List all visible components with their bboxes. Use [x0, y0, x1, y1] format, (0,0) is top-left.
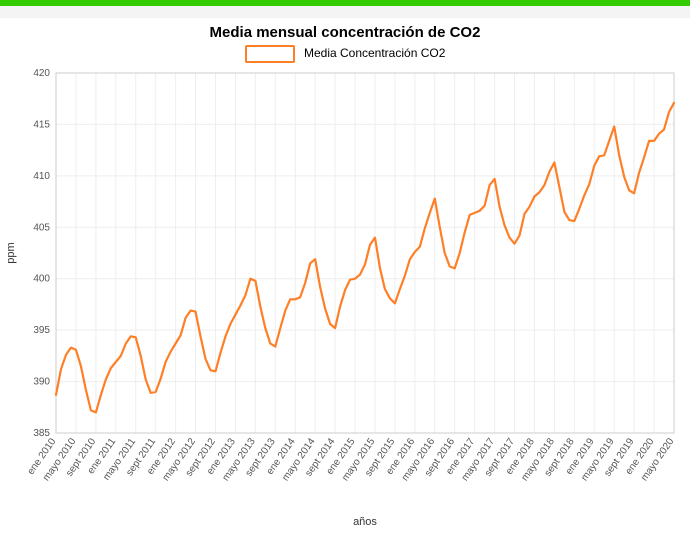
gray-strip	[0, 6, 690, 18]
svg-text:410: 410	[33, 171, 50, 182]
svg-text:400: 400	[33, 274, 50, 285]
legend-label: Media Concentración CO2	[304, 46, 445, 60]
chart-title: Media mensual concentración de CO2	[0, 24, 690, 41]
legend-swatch	[245, 45, 295, 63]
svg-text:390: 390	[33, 377, 50, 388]
legend: Media Concentración CO2	[0, 45, 690, 63]
svg-text:años: años	[353, 516, 377, 528]
svg-text:ppm: ppm	[5, 242, 17, 263]
svg-text:415: 415	[33, 119, 50, 130]
svg-text:405: 405	[33, 222, 50, 233]
chart-svg: 385390395400405410415420ene 2010mayo 201…	[0, 63, 690, 533]
chart-frame: { "bar": { "color": "#33cc00" }, "chart"…	[0, 0, 690, 554]
svg-text:395: 395	[33, 325, 50, 336]
chart-area: 385390395400405410415420ene 2010mayo 201…	[0, 63, 690, 533]
svg-text:420: 420	[33, 68, 50, 79]
